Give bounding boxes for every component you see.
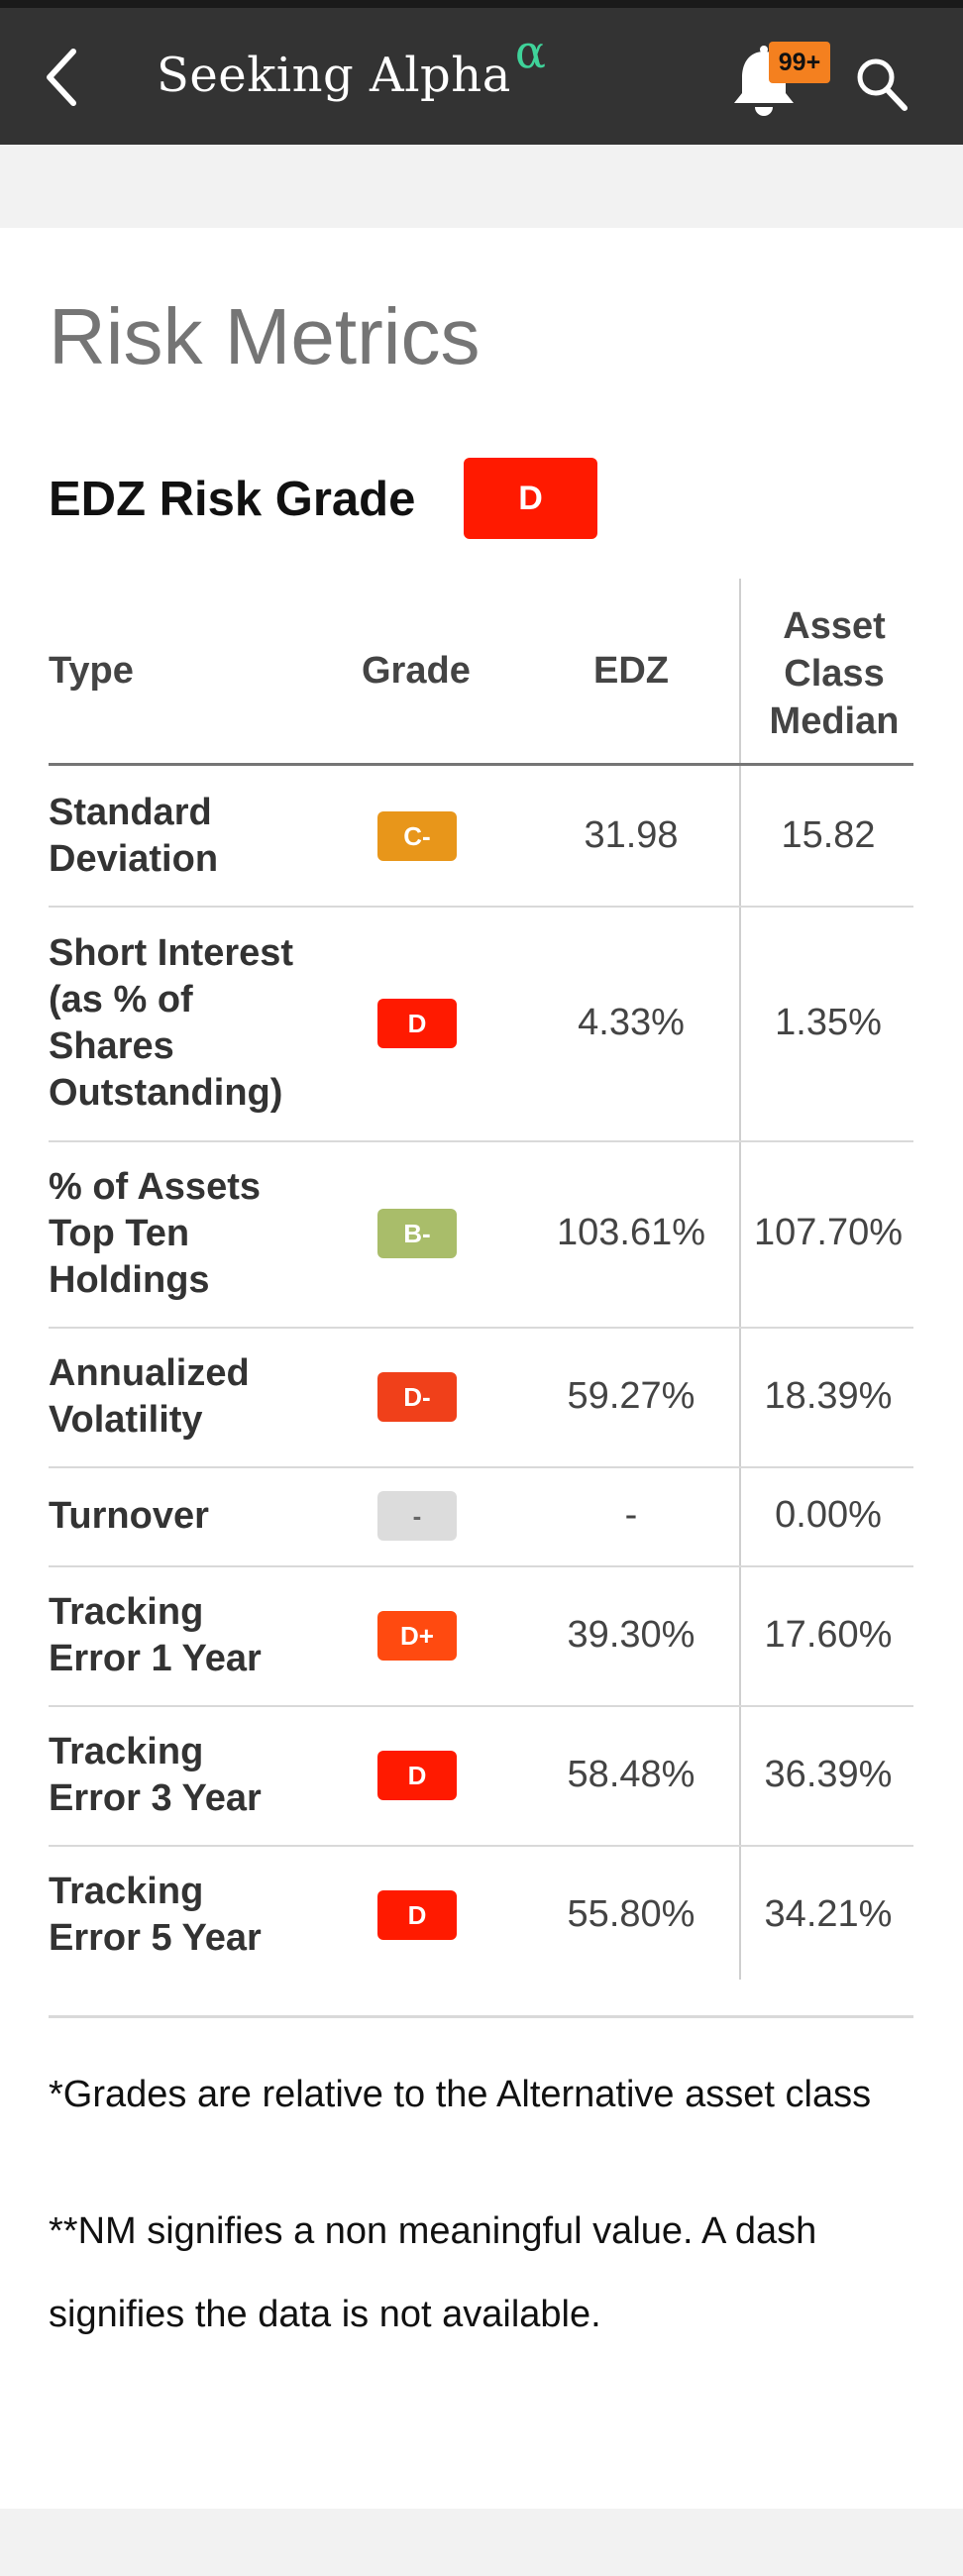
header-median: Asset Class Median	[769, 605, 900, 742]
risk-metrics-card: Risk Metrics EDZ Risk Grade D Type Grade…	[0, 228, 963, 2509]
bell-icon	[729, 46, 799, 123]
back-button[interactable]	[40, 46, 89, 109]
median-value: 0.00%	[775, 1494, 882, 1536]
median-value: 34.21%	[764, 1892, 893, 1935]
risk-grade-label: EDZ Risk Grade	[49, 473, 416, 526]
page-title: Risk Metrics	[49, 292, 481, 380]
median-value: 1.35%	[775, 1001, 882, 1043]
note-grades: *Grades are relative to the Alternative …	[49, 2074, 872, 2115]
grade-badge: -	[377, 1491, 457, 1541]
seeking-alpha-logo[interactable]: Seeking Alphaα	[157, 25, 546, 103]
grade-badge: B-	[377, 1209, 457, 1258]
status-strip	[0, 0, 963, 8]
metric-type: Standard Deviation	[49, 791, 219, 880]
table-row: Short Interest (as % of Shares Outstandi…	[49, 906, 913, 1142]
grade-badge: D+	[377, 1610, 457, 1661]
grade-badge: C-	[377, 810, 457, 861]
table-row: Tracking Error 1 Year D+ 39.30% 17.60%	[49, 1565, 913, 1707]
edz-value: 39.30%	[567, 1613, 696, 1656]
metric-type: Short Interest (as % of Shares Outstandi…	[49, 931, 294, 1114]
app-header: Seeking Alphaα 99+	[0, 8, 963, 145]
median-value: 17.60%	[764, 1613, 893, 1656]
back-arrow-icon	[40, 46, 89, 109]
edz-value: 59.27%	[567, 1374, 696, 1417]
grade-badge: D-	[377, 1371, 457, 1422]
table-row: Turnover - - 0.00%	[49, 1466, 913, 1567]
table-row: Tracking Error 3 Year D 58.48% 36.39%	[49, 1705, 913, 1847]
edz-value: 55.80%	[567, 1892, 696, 1935]
notification-badge: 99+	[769, 42, 830, 83]
median-value: 18.39%	[764, 1374, 893, 1417]
header-grade: Grade	[362, 650, 471, 692]
metric-type: Turnover	[49, 1494, 209, 1537]
edz-value: 4.33%	[578, 1001, 685, 1043]
risk-grade-badge: D	[464, 458, 597, 539]
logo-alpha: α	[514, 25, 547, 78]
edz-value: -	[624, 1494, 638, 1536]
table-header: Type Grade EDZ Asset Class Median	[49, 579, 913, 766]
search-button[interactable]	[854, 55, 910, 113]
edz-value: 103.61%	[556, 1212, 705, 1253]
metric-type: Annualized Volatility	[49, 1351, 250, 1441]
grade-badge: D	[377, 998, 457, 1048]
metric-type: Tracking Error 1 Year	[49, 1590, 262, 1679]
metric-type: Tracking Error 5 Year	[49, 1870, 262, 1959]
logo-text: Seeking Alpha	[157, 48, 511, 103]
median-value: 107.70%	[754, 1212, 903, 1253]
median-value: 36.39%	[764, 1753, 893, 1795]
table-row: % of Assets Top Ten Holdings B- 103.61% 107…	[49, 1140, 913, 1329]
header-edz: EDZ	[593, 650, 669, 692]
header-type: Type	[49, 650, 134, 692]
grade-badge: D	[377, 1889, 457, 1940]
median-value: 15.82	[781, 813, 876, 856]
footer-divider	[49, 2015, 913, 2018]
metric-type: % of Assets Top Ten Holdings	[49, 1165, 261, 1301]
grade-badge: D	[377, 1750, 457, 1800]
table-row: Annualized Volatility D- 59.27% 18.39%	[49, 1327, 913, 1468]
table-row: Tracking Error 5 Year D 55.80% 34.21%	[49, 1845, 913, 1985]
edz-value: 58.48%	[567, 1753, 696, 1795]
metric-type: Tracking Error 3 Year	[49, 1730, 262, 1819]
table-row: Standard Deviation C- 31.98 15.82	[49, 766, 913, 908]
search-icon	[854, 58, 910, 117]
note-nm: **NM signifies a non meaningful value. A…	[49, 2210, 817, 2335]
edz-value: 31.98	[584, 813, 679, 856]
column-divider	[739, 579, 741, 1980]
